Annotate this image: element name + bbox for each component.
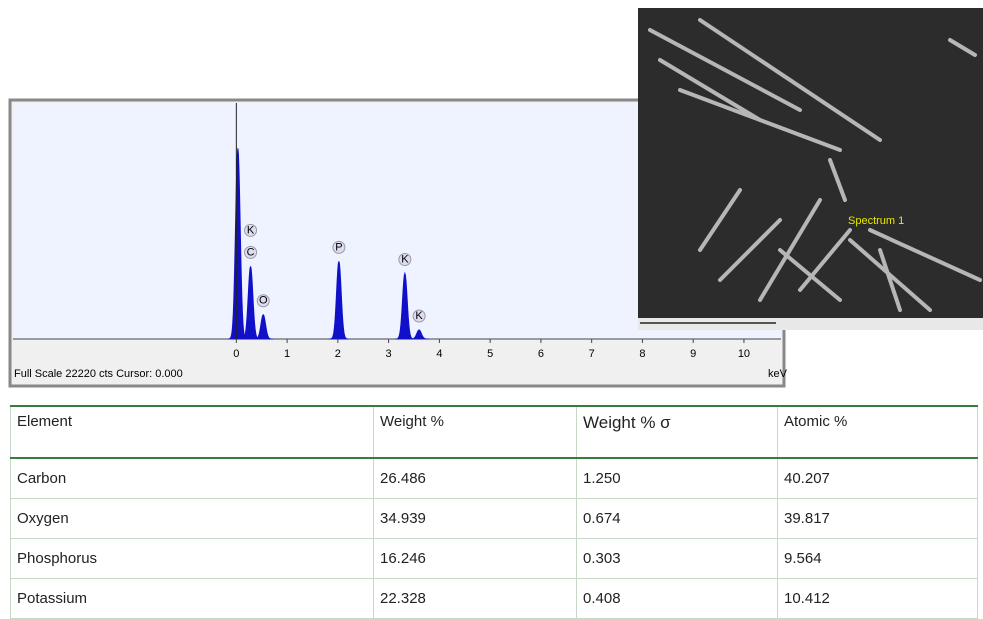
table-cell: Phosphorus [10,538,374,579]
sem-background [638,8,983,330]
peak-label-bg [398,252,412,266]
header-cell: Atomic % [777,405,978,459]
table-row: Phosphorus 16.246 0.303 9.564 [10,538,978,579]
scale-strip [638,318,983,330]
peak [253,313,273,340]
header-cell: Weight % σ [576,405,778,459]
table-cell: 34.939 [373,498,577,539]
table-cell: Potassium [10,578,374,619]
peak-label: C [247,246,255,258]
spectrum-marker: Spectrum 1 [848,215,904,227]
x-label: keV [768,368,788,380]
peak-label: O [259,295,268,307]
table-cell: 0.408 [576,578,778,619]
x-tick-label: 2 [335,348,341,360]
x-tick-label: 10 [738,348,750,360]
x-tick-label: 3 [386,348,392,360]
table-cell: 22.328 [373,578,577,619]
x-tick-label: 9 [690,348,696,360]
table-cell: Oxygen [10,498,374,539]
header-cell: Weight % [373,405,577,459]
peak-label-bg [244,223,258,237]
header-row: Element Weight % Weight % σ Atomic % [10,405,978,459]
peak-label: K [247,224,255,236]
header-cell: Element [10,405,374,459]
peak-label-bg [332,240,346,254]
peak [409,329,429,340]
table-cell: 0.303 [576,538,778,579]
peak [329,261,349,340]
sem-crystals [648,18,982,312]
table-cell: 16.246 [373,538,577,579]
x-tick-label: 7 [589,348,595,360]
peak-label-bg [244,245,258,259]
table-cell: 10.412 [777,578,978,619]
spectrum-panel: Full Scale 22220 cts Cursor: 0.000 keV 0… [8,8,983,388]
peak-label: P [335,241,342,253]
table-cell: 1.250 [576,457,778,499]
x-tick-label: 4 [436,348,442,360]
table-cell: 39.817 [777,498,978,539]
sem-image: Spectrum 1 [638,8,983,330]
table-cell: 40.207 [777,457,978,499]
x-tick-label: 0 [233,348,239,360]
table-row: Potassium 22.328 0.408 10.412 [10,578,978,619]
peak-label: K [415,310,423,322]
table-row: Carbon 26.486 1.250 40.207 [10,457,978,499]
footer: Full Scale 22220 cts Cursor: 0.000 [14,368,183,380]
table-cell: 0.674 [576,498,778,539]
peak [395,271,415,340]
peak-label: K [401,253,409,265]
peak-label-bg [256,294,270,308]
table-cell: 26.486 [373,457,577,499]
peak-label-bg [412,309,426,323]
x-tick-label: 5 [487,348,493,360]
table-row: Oxygen 34.939 0.674 39.817 [10,498,978,539]
results-table: Element Weight % Weight % σ Atomic % Car… [10,405,978,619]
x-tick-label: 8 [639,348,645,360]
x-tick-label: 1 [284,348,290,360]
table-cell: Carbon [10,457,374,499]
table-cell: 9.564 [777,538,978,579]
x-tick-label: 6 [538,348,544,360]
